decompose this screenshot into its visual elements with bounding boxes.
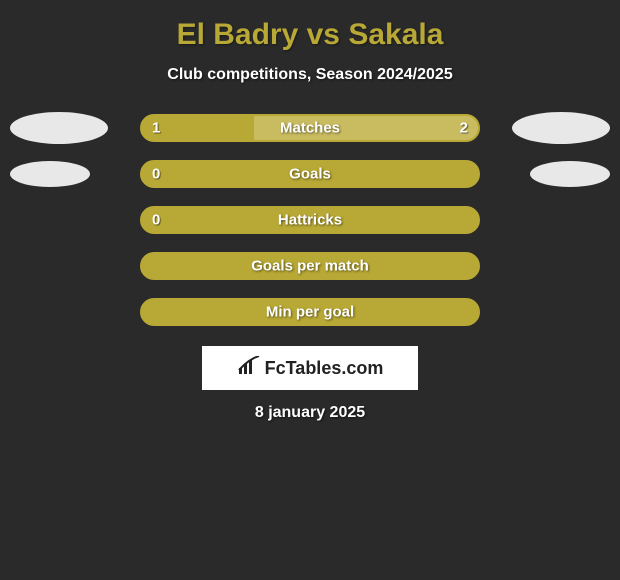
- stat-label: Goals: [289, 166, 331, 183]
- stats-list: Matches 1 2 Goals 0 Hattricks 0 Goals per match…: [0, 114, 620, 326]
- player-avatar-right: [512, 112, 610, 144]
- stat-label: Matches: [280, 120, 340, 137]
- stat-value-left: 0: [152, 166, 160, 183]
- stat-bar: Hattricks 0: [140, 206, 480, 234]
- stat-label: Goals per match: [251, 258, 369, 275]
- stat-label: Min per goal: [266, 304, 354, 321]
- stat-bar: Min per goal: [140, 298, 480, 326]
- stat-row: Min per goal: [0, 298, 620, 326]
- stat-row: Goals 0: [0, 160, 620, 188]
- stat-bar: Goals per match: [140, 252, 480, 280]
- brand-text: FcTables.com: [265, 358, 384, 379]
- player-avatar-left: [10, 161, 90, 187]
- player-avatar-right: [530, 161, 610, 187]
- stat-row: Goals per match: [0, 252, 620, 280]
- stat-label: Hattricks: [278, 212, 342, 229]
- date-label: 8 january 2025: [0, 404, 620, 422]
- chart-icon: [237, 356, 261, 381]
- subtitle: Club competitions, Season 2024/2025: [0, 66, 620, 84]
- brand-badge[interactable]: FcTables.com: [202, 346, 418, 390]
- stat-bar: Matches 1 2: [140, 114, 480, 142]
- stat-bar: Goals 0: [140, 160, 480, 188]
- stat-value-left: 1: [152, 120, 160, 137]
- stat-row: Matches 1 2: [0, 114, 620, 142]
- stat-value-left: 0: [152, 212, 160, 229]
- player-avatar-left: [10, 112, 108, 144]
- comparison-card: El Badry vs Sakala Club competitions, Se…: [0, 0, 620, 432]
- page-title: El Badry vs Sakala: [0, 18, 620, 52]
- stat-row: Hattricks 0: [0, 206, 620, 234]
- stat-value-right: 2: [460, 120, 468, 137]
